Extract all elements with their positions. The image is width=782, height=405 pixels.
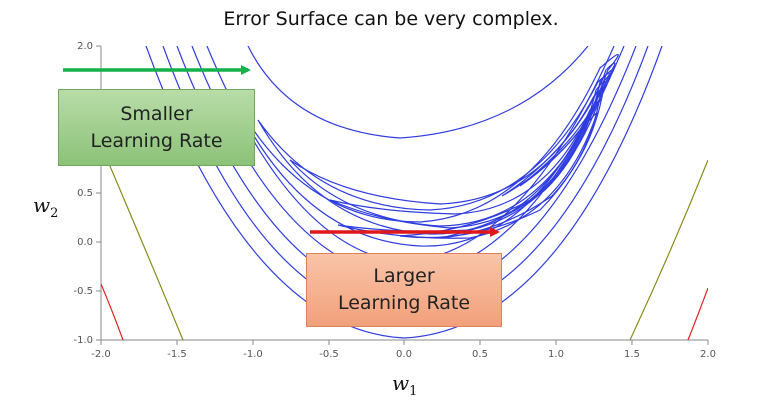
- contour-line: [399, 80, 606, 239]
- x-tick-label: 1.0: [548, 349, 564, 360]
- larger-learning-rate-callout: Larger Learning Rate: [306, 253, 502, 327]
- contour-line: [439, 72, 610, 239]
- x-tick-label: -0.5: [319, 349, 339, 360]
- y-tick-label: 0.0: [77, 237, 93, 248]
- contour-line: [629, 159, 708, 340]
- contour-line: [231, 53, 619, 247]
- contour-line: [687, 287, 708, 340]
- x-tick-label: -2.0: [91, 349, 111, 360]
- contour-line: [101, 283, 124, 340]
- y-axis-label: w2: [33, 193, 59, 221]
- contour-line: [247, 46, 589, 139]
- x-tick-label: -1.5: [167, 349, 187, 360]
- callout-text-line: Learning Rate: [337, 292, 471, 314]
- smaller-learning-rate-callout: Smaller Learning Rate: [58, 89, 255, 166]
- x-tick-label: 0.0: [396, 349, 412, 360]
- y-tick-label: -0.5: [73, 286, 93, 297]
- x-tick-label: -1.0: [243, 349, 263, 360]
- contour-line: [101, 144, 184, 340]
- y-tick-label: 0.5: [77, 188, 93, 199]
- y-tick-label: -1.0: [73, 335, 93, 346]
- x-tick-label: 0.5: [472, 349, 488, 360]
- callout-text-line: Learning Rate: [90, 129, 223, 152]
- callout-text-line: Smaller: [120, 102, 193, 125]
- x-tick-label: 1.5: [624, 349, 640, 360]
- contour-line: [519, 65, 615, 187]
- x-tick-label: 2.0: [700, 349, 716, 360]
- y-ticks: 2.0 0.5 0.0 -0.5 -1.0: [73, 41, 101, 346]
- x-axis-label: w1: [392, 371, 418, 399]
- contour-line: [145, 46, 663, 339]
- y-tick-label: 2.0: [77, 41, 93, 52]
- callout-text-line: Larger: [373, 265, 435, 287]
- figure-title: Error Surface can be very complex.: [223, 8, 559, 30]
- x-ticks: -2.0 -1.5 -1.0 -0.5 0.0 0.5 1.0 1.5 2.0: [91, 340, 716, 360]
